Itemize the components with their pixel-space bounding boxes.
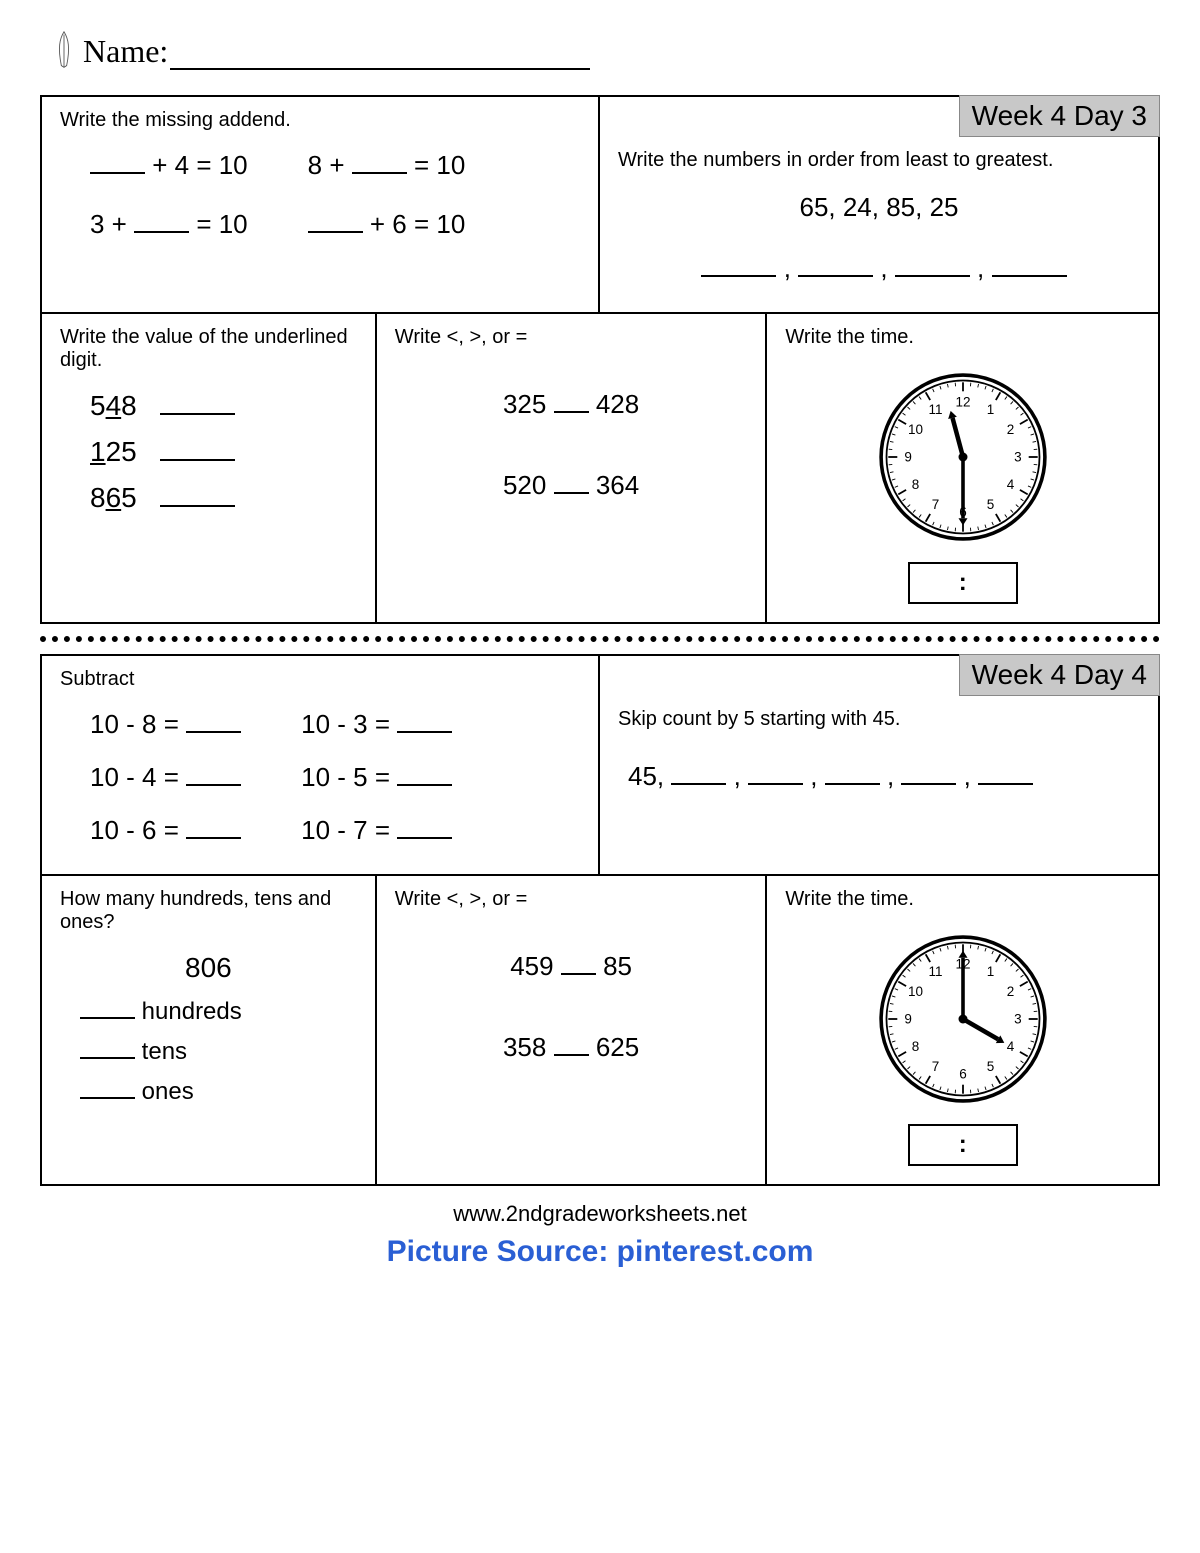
d4-sub-p2a[interactable]: 10 - 4 = <box>90 762 241 793</box>
d4-skip-instr: Skip count by 5 starting with 45. <box>618 708 1140 731</box>
svg-text:7: 7 <box>931 497 939 512</box>
d3-addend-instr: Write the missing addend. <box>60 109 580 132</box>
d4-sub-p1a[interactable]: 10 - 8 = <box>90 709 241 740</box>
d3-cmp-1[interactable]: 325 428 <box>395 389 748 420</box>
day3-tag: Week 4 Day 3 <box>959 95 1160 137</box>
d4-box-subtract: Subtract 10 - 8 = 10 - 3 = 10 - 4 = 10 -… <box>42 656 600 874</box>
svg-text:3: 3 <box>1014 1012 1022 1027</box>
svg-text:10: 10 <box>908 984 923 999</box>
d4-skip-answer[interactable]: 45, , , , , <box>628 761 1140 792</box>
svg-text:1: 1 <box>986 402 994 417</box>
clock-icon: 123456789101112 <box>873 367 1053 547</box>
day4-tag: Week 4 Day 4 <box>959 654 1160 696</box>
d4-time-answer[interactable]: : <box>908 1124 1018 1166</box>
name-blank[interactable] <box>170 40 590 70</box>
d4-sub-p3a[interactable]: 10 - 6 = <box>90 815 241 846</box>
svg-text:1: 1 <box>986 964 994 979</box>
d4-sub-instr: Subtract <box>60 668 580 691</box>
d3-addend-p1a[interactable]: + 4 = 10 <box>90 150 248 181</box>
d4-box-compare: Write <, >, or = 459 85 358 625 <box>377 876 768 1184</box>
d3-time-instr: Write the time. <box>785 326 1140 349</box>
d4-hto-t[interactable]: tens <box>80 1038 357 1066</box>
d3-pv-n2[interactable]: 125 <box>90 436 357 468</box>
svg-text:5: 5 <box>986 497 994 512</box>
svg-text:12: 12 <box>955 395 970 410</box>
name-label: Name: <box>83 33 168 70</box>
d4-sub-p3b[interactable]: 10 - 7 = <box>301 815 452 846</box>
svg-text:9: 9 <box>904 450 912 465</box>
d3-time-answer[interactable]: : <box>908 562 1018 604</box>
svg-text:3: 3 <box>1014 450 1022 465</box>
svg-text:10: 10 <box>908 422 923 437</box>
svg-text:8: 8 <box>911 1039 919 1054</box>
svg-text:4: 4 <box>1006 477 1014 492</box>
svg-text:9: 9 <box>904 1012 912 1027</box>
feather-icon <box>50 30 78 70</box>
d4-sub-p1b[interactable]: 10 - 3 = <box>301 709 452 740</box>
svg-text:11: 11 <box>928 402 942 417</box>
d4-hto-h[interactable]: hundreds <box>80 998 357 1026</box>
d4-hto-number: 806 <box>60 952 357 984</box>
picture-source: Picture Source: pinterest.com <box>40 1235 1160 1269</box>
d4-cmp-2[interactable]: 358 625 <box>395 1032 748 1063</box>
d4-time-instr: Write the time. <box>785 888 1140 911</box>
day4-container: Week 4 Day 4 Subtract 10 - 8 = 10 - 3 = … <box>40 654 1160 1186</box>
name-row: Name: <box>50 30 1160 70</box>
svg-text:2: 2 <box>1006 984 1014 999</box>
d3-addend-p2a[interactable]: 3 + = 10 <box>90 209 248 240</box>
worksheet-page: Name: Week 4 Day 3 Write the missing add… <box>0 0 1200 1289</box>
d3-order-answer[interactable]: , , , <box>628 253 1140 284</box>
d4-box-hto: How many hundreds, tens and ones? 806 hu… <box>42 876 377 1184</box>
d3-order-numbers: 65, 24, 85, 25 <box>618 192 1140 223</box>
d4-sub-p2b[interactable]: 10 - 5 = <box>301 762 452 793</box>
d4-cmp-1[interactable]: 459 85 <box>395 951 748 982</box>
svg-text:2: 2 <box>1006 422 1014 437</box>
d3-addend-p1b[interactable]: 8 + = 10 <box>308 150 466 181</box>
clock-icon: 123456789101112 <box>873 929 1053 1109</box>
d3-addend-p2b[interactable]: + 6 = 10 <box>308 209 466 240</box>
d3-box-compare: Write <, >, or = 325 428 520 364 <box>377 314 768 622</box>
svg-text:6: 6 <box>959 1066 967 1081</box>
d3-box-placevalue: Write the value of the underlined digit.… <box>42 314 377 622</box>
d3-box-time: Write the time. 123456789101112 : <box>767 314 1158 622</box>
day-divider <box>40 636 1160 642</box>
d4-hto-instr: How many hundreds, tens and ones? <box>60 888 357 934</box>
d3-cmp-2[interactable]: 520 364 <box>395 470 748 501</box>
d4-cmp-instr: Write <, >, or = <box>395 888 748 911</box>
d4-box-time: Write the time. 123456789101112 : <box>767 876 1158 1184</box>
d3-order-instr: Write the numbers in order from least to… <box>618 149 1140 172</box>
svg-text:11: 11 <box>928 964 942 979</box>
footer-url: www.2ndgradeworksheets.net <box>40 1201 1160 1227</box>
d3-box-addend: Write the missing addend. + 4 = 10 8 + =… <box>42 97 600 312</box>
svg-text:5: 5 <box>986 1059 994 1074</box>
svg-text:4: 4 <box>1006 1039 1014 1054</box>
d3-pv-n3[interactable]: 865 <box>90 482 357 514</box>
svg-text:7: 7 <box>931 1059 939 1074</box>
d3-pv-instr: Write the value of the underlined digit. <box>60 326 357 372</box>
d4-hto-o[interactable]: ones <box>80 1078 357 1106</box>
d3-cmp-instr: Write <, >, or = <box>395 326 748 349</box>
d3-pv-n1[interactable]: 548 <box>90 390 357 422</box>
day3-container: Week 4 Day 3 Write the missing addend. +… <box>40 95 1160 624</box>
svg-text:8: 8 <box>911 477 919 492</box>
